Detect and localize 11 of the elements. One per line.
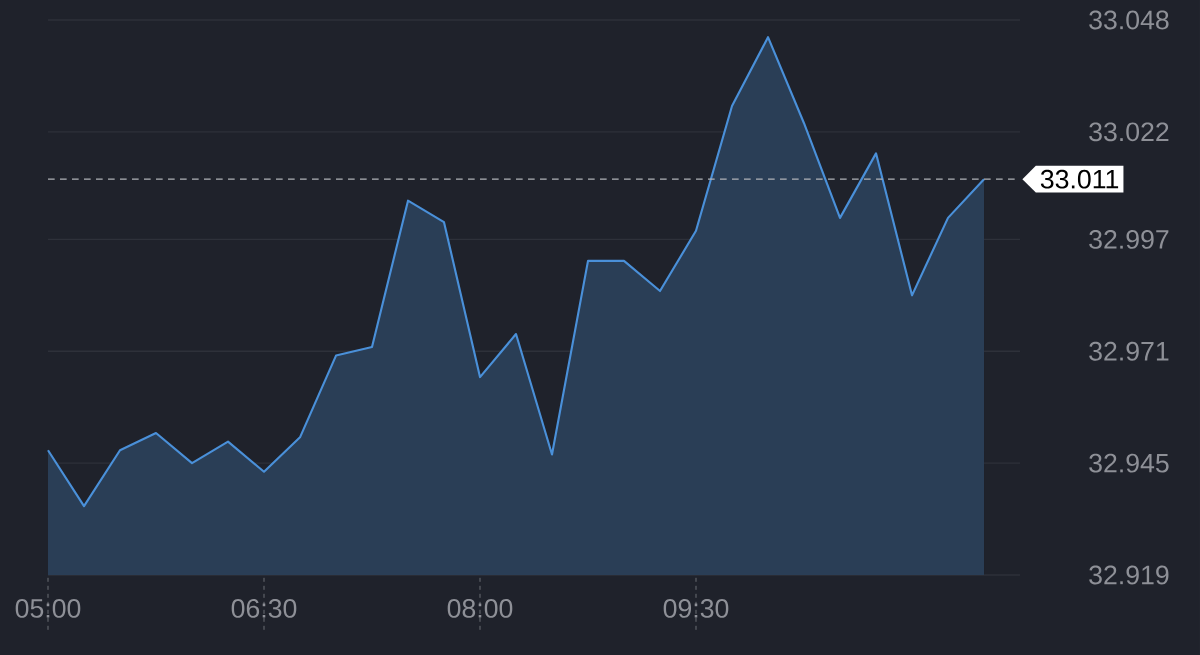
y-tick-label: 32.945 [1089,453,1169,473]
x-tick-label: 09:30 [663,598,729,618]
y-tick-label: 33.048 [1089,10,1169,30]
y-tick-label: 33.022 [1089,122,1169,142]
x-tick-label: 08:00 [447,598,513,618]
ref-line-label: 33.011 [1040,169,1119,189]
y-tick-label: 32.997 [1089,229,1169,249]
x-tick-label: 06:30 [231,598,297,618]
y-tick-label: 32.971 [1089,341,1169,361]
x-tick-label: 05:00 [15,598,81,618]
y-tick-label: 32.919 [1089,565,1169,585]
